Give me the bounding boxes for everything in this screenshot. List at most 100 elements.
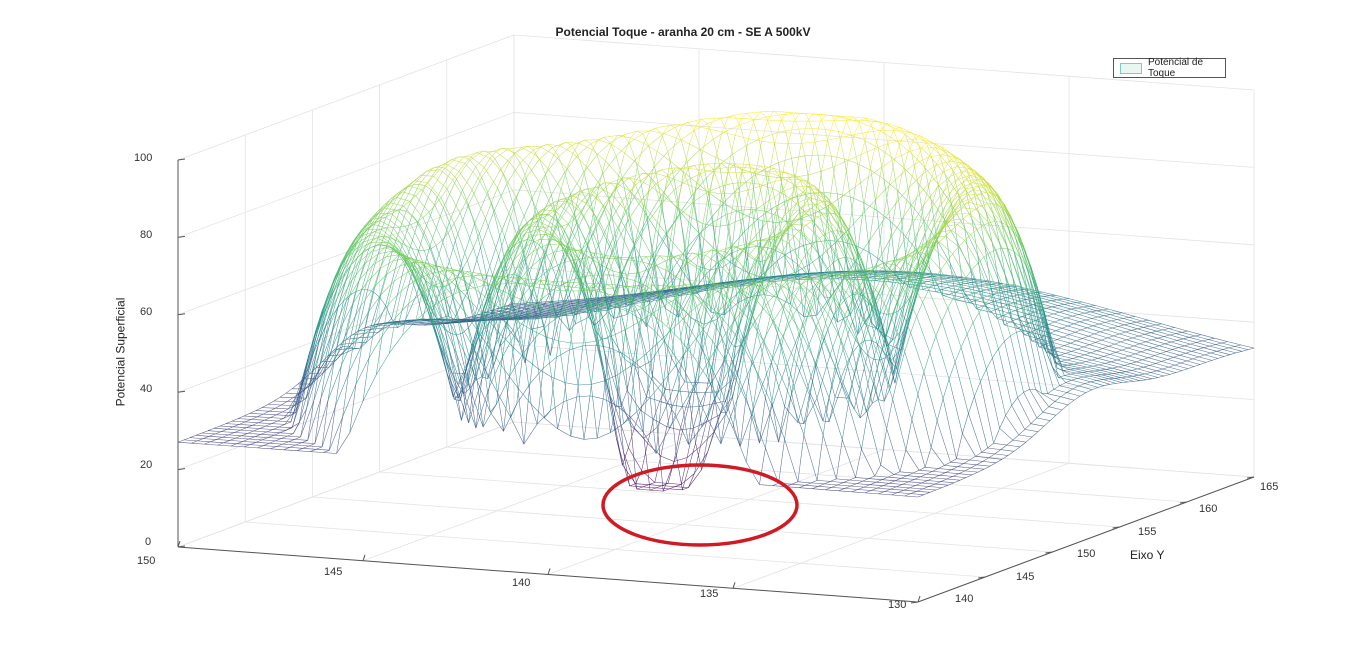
- mesh-line: [679, 193, 694, 213]
- mesh-line: [829, 318, 844, 355]
- mesh-line: [1173, 357, 1187, 362]
- mesh-line: [1025, 265, 1033, 278]
- mesh-line: [583, 195, 598, 216]
- mesh-line: [568, 300, 582, 303]
- mesh-line: [769, 216, 784, 237]
- mesh-line: [864, 339, 872, 341]
- mesh-line: [1089, 305, 1103, 311]
- mesh-line: [892, 127, 906, 136]
- mesh-line: [1042, 291, 1056, 296]
- mesh-line: [1012, 434, 1019, 441]
- mesh-line: [1078, 383, 1085, 387]
- mesh-line: [379, 248, 394, 298]
- mesh-line: [1070, 340, 1077, 344]
- mesh-line: [1102, 348, 1116, 353]
- mesh-line: [1059, 310, 1066, 313]
- mesh-line: [655, 127, 663, 136]
- mesh-line: [444, 321, 458, 323]
- mesh-line: [1055, 330, 1070, 335]
- mesh-line: [696, 150, 703, 183]
- mesh-line: [949, 166, 957, 177]
- mesh-line: [1026, 291, 1034, 300]
- mesh-line: [813, 191, 820, 211]
- mesh-line: [947, 207, 955, 219]
- mesh-line: [647, 196, 661, 219]
- mesh-line: [667, 151, 675, 178]
- mesh-line: [1101, 337, 1108, 341]
- mesh-line: [889, 202, 897, 240]
- mesh-line: [900, 131, 908, 141]
- mesh-line: [963, 291, 977, 309]
- mesh-line: [882, 261, 897, 276]
- mesh-line: [990, 290, 998, 297]
- mesh-line: [1162, 328, 1169, 331]
- mesh-line: [960, 288, 967, 291]
- mesh-line: [786, 224, 794, 229]
- mesh-line: [1113, 372, 1120, 374]
- mesh-line: [760, 259, 767, 263]
- mesh-line: [811, 220, 826, 235]
- mesh-line: [510, 309, 524, 312]
- mesh-line: [1196, 340, 1203, 343]
- mesh-line: [414, 175, 421, 181]
- mesh-line: [548, 213, 563, 227]
- mesh-line: [470, 152, 478, 158]
- mesh-line: [838, 260, 845, 301]
- mesh-line: [895, 275, 910, 288]
- mesh-line: [993, 203, 1000, 207]
- mesh-line: [443, 286, 457, 335]
- mesh-line: [853, 408, 861, 419]
- mesh-line: [255, 407, 263, 411]
- mesh-line: [703, 318, 718, 325]
- mesh-line: [1145, 378, 1153, 381]
- mesh-line: [883, 342, 898, 402]
- mesh-line: [708, 191, 723, 195]
- mesh-line: [816, 354, 831, 399]
- mesh-line: [572, 195, 587, 204]
- mesh-line: [1067, 363, 1074, 366]
- mesh-line: [385, 213, 392, 218]
- mesh-line: [1184, 343, 1191, 347]
- mesh-line: [629, 483, 636, 487]
- mesh-line: [658, 295, 672, 298]
- mesh-line: [634, 410, 641, 428]
- mesh-line: [390, 197, 397, 204]
- mesh-line: [1012, 230, 1027, 266]
- mesh-line: [493, 211, 500, 236]
- mesh-line: [893, 319, 908, 374]
- mesh-line: [795, 261, 802, 274]
- mesh-line: [897, 296, 911, 343]
- mesh-line: [1088, 335, 1102, 341]
- mesh-line: [662, 177, 670, 196]
- mesh-line: [1133, 343, 1140, 347]
- mesh-line: [670, 137, 677, 162]
- mesh-line: [426, 169, 440, 172]
- mesh-line: [869, 220, 884, 241]
- mesh-line: [1150, 330, 1157, 333]
- mesh-line: [973, 189, 987, 193]
- mesh-line: [767, 111, 774, 121]
- mesh-line: [443, 207, 450, 223]
- mesh-line: [830, 212, 837, 215]
- mesh-line: [726, 167, 734, 184]
- mesh-line: [733, 163, 741, 168]
- mesh-line: [1168, 364, 1175, 368]
- mesh-line: [653, 401, 660, 420]
- mesh-line: [883, 387, 891, 402]
- mesh-line: [1119, 331, 1126, 335]
- mesh-line: [1073, 323, 1088, 329]
- mesh-line: [440, 350, 455, 400]
- mesh-line: [921, 140, 928, 149]
- mesh-line: [1047, 393, 1061, 397]
- mesh-line: [1126, 339, 1140, 345]
- mesh-line: [348, 289, 362, 347]
- mesh-line: [332, 282, 340, 294]
- mesh-line: [506, 183, 514, 204]
- mesh-line: [661, 134, 669, 152]
- mesh-line: [576, 230, 591, 263]
- mesh-line: [783, 203, 797, 218]
- mesh-line: [624, 137, 631, 153]
- mesh-line: [1077, 378, 1091, 383]
- mesh-line: [1070, 342, 1084, 348]
- mesh-line: [1008, 284, 1023, 331]
